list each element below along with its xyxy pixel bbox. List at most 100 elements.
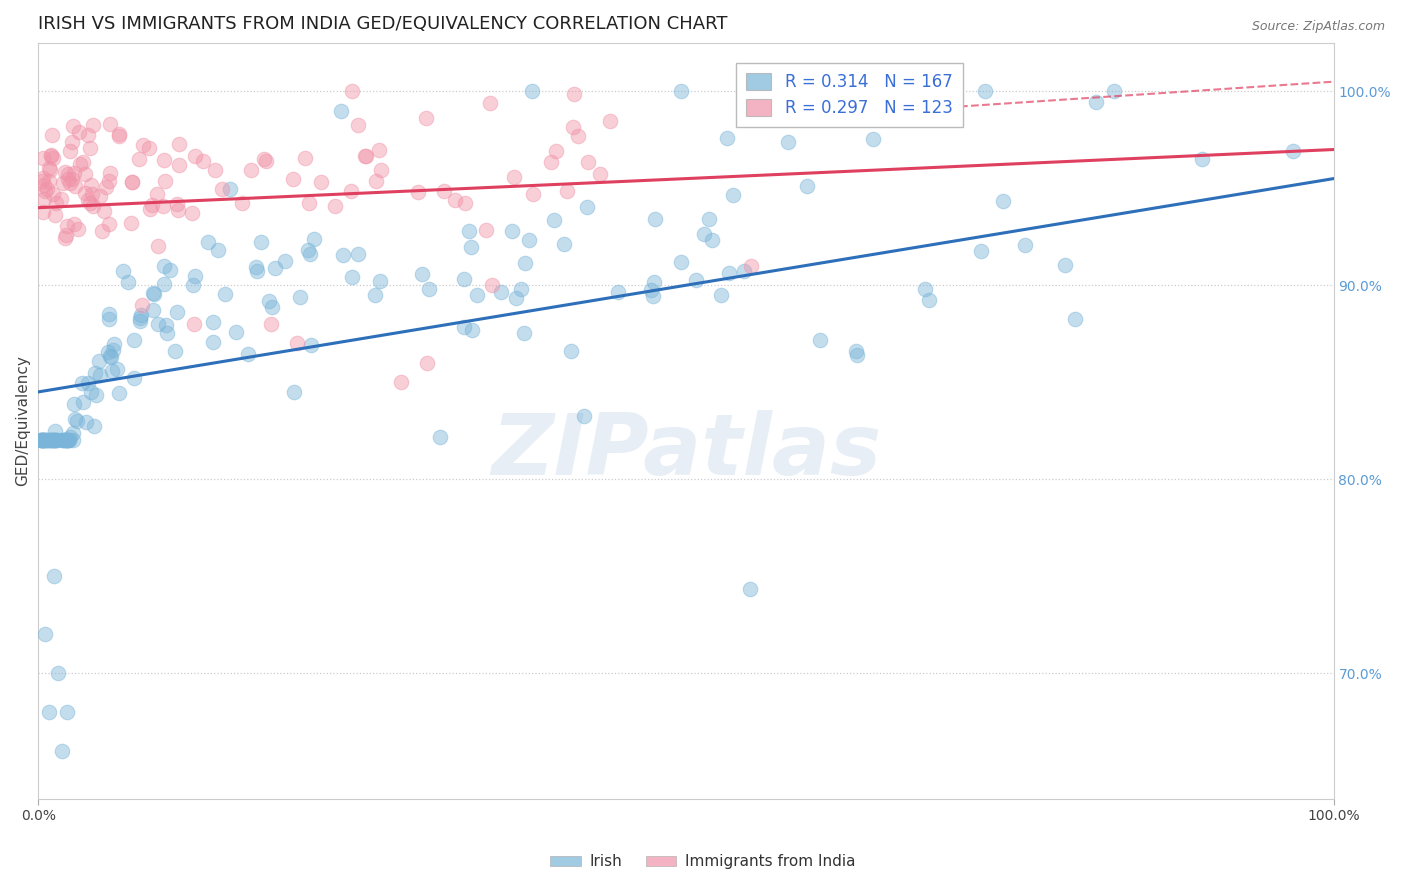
Point (461, 323, 484, 337)
Point (53, 164, 76, 178)
Point (105, 362, 128, 376)
Point (128, 314, 150, 328)
Point (56, 434, 79, 448)
Point (153, 259, 176, 273)
Point (34, 434, 56, 448)
Point (287, 336, 309, 351)
Point (84, 366, 107, 380)
Point (274, 254, 297, 268)
Point (501, 223, 523, 237)
Point (132, 138, 155, 153)
Point (330, 103, 353, 118)
Point (411, 267, 433, 281)
Point (845, 344, 868, 359)
Point (183, 317, 205, 331)
Point (240, 163, 263, 178)
Point (72, 376, 94, 391)
Point (117, 275, 139, 289)
Point (167, 136, 190, 151)
Point (166, 197, 188, 211)
Point (63, 218, 86, 232)
Point (253, 152, 276, 166)
Point (454, 195, 477, 210)
Point (340, 184, 363, 198)
Point (73, 186, 96, 200)
Point (67, 125, 90, 139)
Point (146, 317, 169, 331)
Point (515, 256, 537, 270)
Point (31, 174, 53, 188)
Point (297, 244, 319, 258)
Point (65, 414, 87, 428)
Point (778, 135, 800, 149)
Point (42, 434, 65, 448)
Point (32, 192, 55, 206)
Point (72, 155, 94, 169)
Point (332, 247, 354, 261)
Point (738, 582, 761, 597)
Point (37, 434, 59, 448)
Point (44, 208, 66, 222)
Point (1084, 95, 1107, 110)
Point (346, 247, 368, 261)
Point (82, 198, 104, 212)
Point (862, 132, 884, 146)
Point (202, 315, 225, 329)
Point (218, 182, 240, 196)
Point (165, 343, 187, 358)
Point (644, 212, 666, 227)
Point (41, 148, 63, 162)
Point (53, 434, 76, 448)
Point (34, 434, 56, 448)
Point (517, 233, 540, 247)
Point (299, 337, 322, 351)
Point (97, 345, 120, 359)
Point (98, 349, 121, 363)
Point (69, 157, 91, 171)
Point (97, 174, 120, 188)
Point (41, 434, 63, 448)
Point (354, 148, 377, 162)
Point (45, 434, 67, 448)
Point (259, 293, 281, 308)
Point (32, 151, 55, 165)
Point (457, 224, 479, 238)
Point (91, 224, 114, 238)
Point (643, 276, 665, 290)
Point (155, 174, 177, 188)
Point (254, 154, 277, 169)
Point (155, 318, 177, 332)
Point (918, 293, 941, 307)
Point (1281, 144, 1303, 158)
Point (60, 135, 83, 149)
Point (131, 298, 153, 312)
Point (669, 84, 692, 98)
Point (122, 333, 145, 347)
Point (453, 319, 475, 334)
Point (58, 433, 80, 447)
Point (572, 409, 595, 424)
Point (562, 87, 585, 102)
Point (1063, 311, 1085, 326)
Point (553, 236, 575, 251)
Point (309, 175, 332, 189)
Point (58, 167, 80, 181)
Point (340, 84, 363, 98)
Point (740, 259, 762, 273)
Point (197, 235, 219, 249)
Point (481, 278, 503, 293)
Point (181, 277, 204, 292)
Point (281, 172, 304, 186)
Point (416, 356, 439, 370)
Point (1191, 152, 1213, 166)
Point (491, 285, 513, 299)
Point (138, 141, 160, 155)
Point (991, 194, 1014, 208)
Point (974, 84, 997, 98)
Point (103, 336, 125, 351)
Point (120, 216, 142, 230)
Point (52, 434, 75, 448)
Text: Source: ZipAtlas.com: Source: ZipAtlas.com (1251, 20, 1385, 33)
Point (1053, 258, 1076, 272)
Point (128, 152, 150, 166)
